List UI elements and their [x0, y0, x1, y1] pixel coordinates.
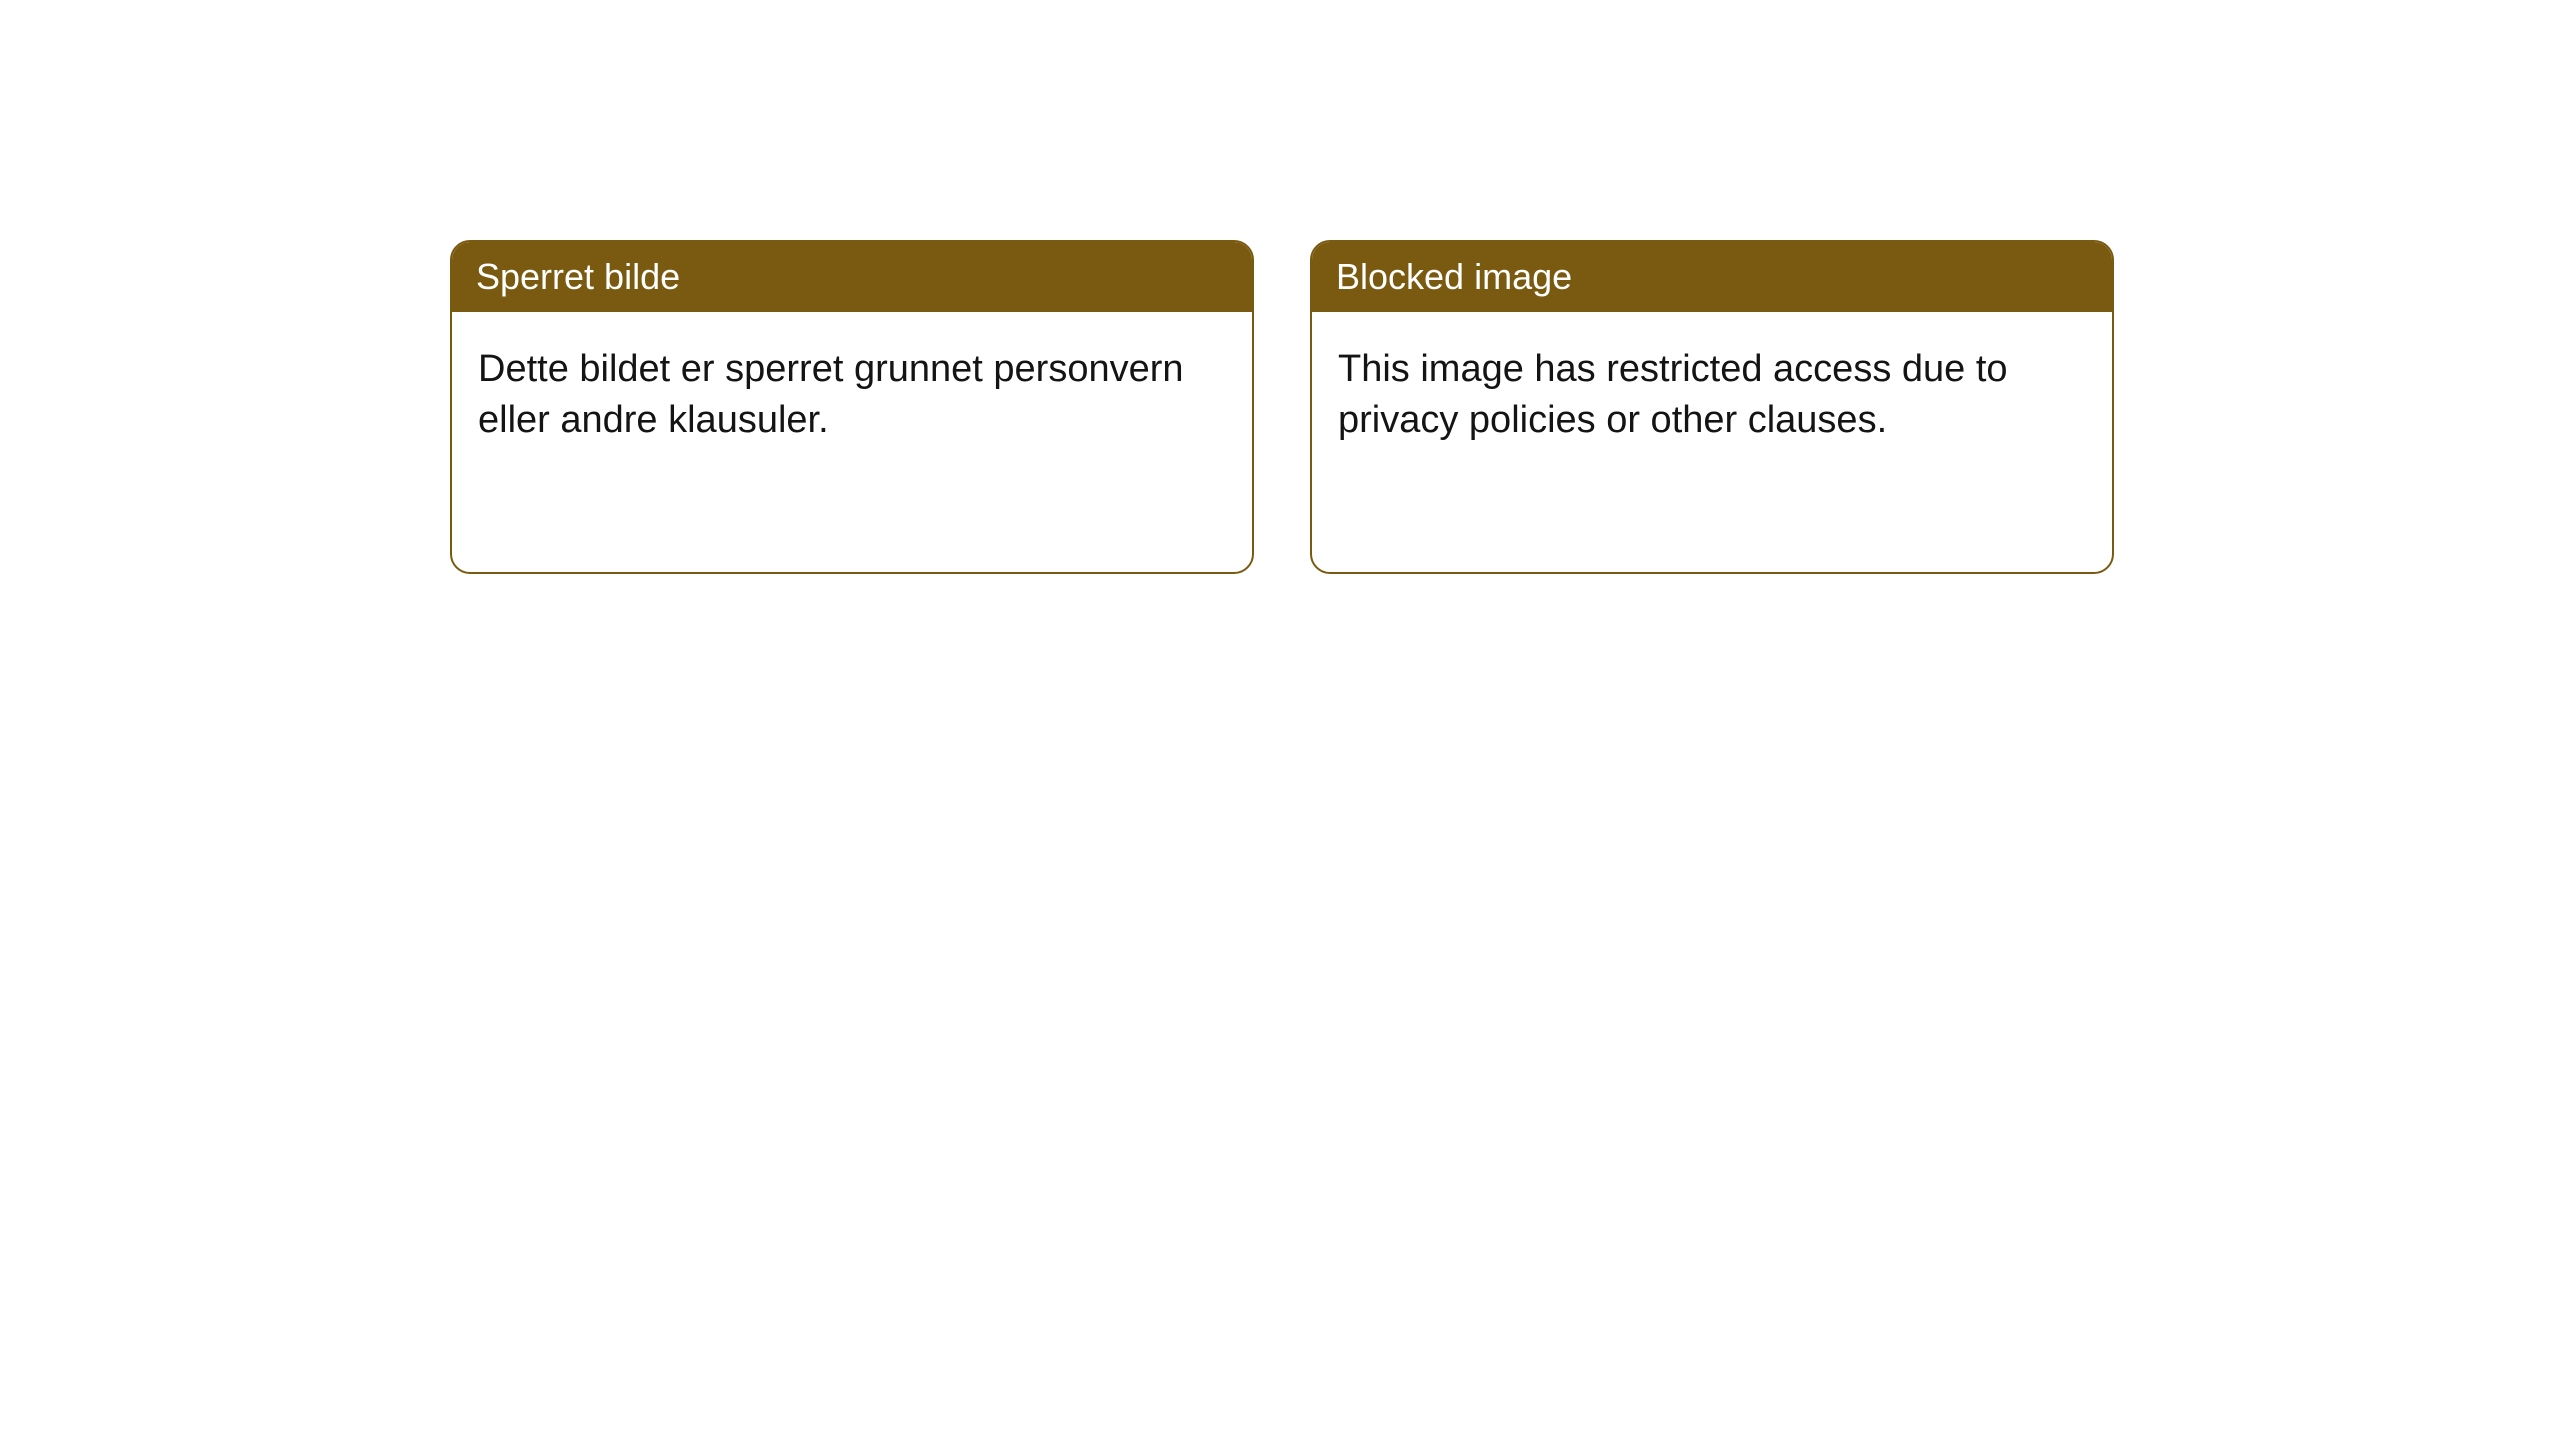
- notice-card-norwegian: Sperret bilde Dette bildet er sperret gr…: [450, 240, 1254, 574]
- notice-body: Dette bildet er sperret grunnet personve…: [452, 312, 1252, 479]
- notice-body: This image has restricted access due to …: [1312, 312, 2112, 479]
- notice-header: Blocked image: [1312, 242, 2112, 312]
- notice-header: Sperret bilde: [452, 242, 1252, 312]
- notice-card-english: Blocked image This image has restricted …: [1310, 240, 2114, 574]
- notice-container: Sperret bilde Dette bildet er sperret gr…: [0, 0, 2560, 574]
